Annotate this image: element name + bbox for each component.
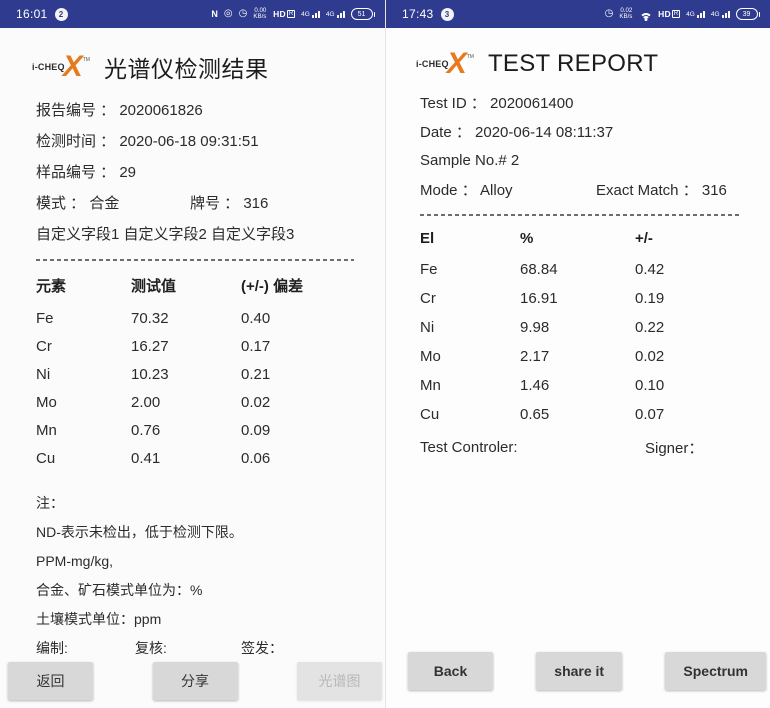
table-header-row: 元素 测试值 (+/-) 偏差 xyxy=(36,269,367,304)
note-soil-unit: 土壤模式单位：ppm xyxy=(36,610,162,627)
exact-match-value: Exact Match ： 316 xyxy=(596,182,727,199)
sim2-signal-icon: 4G xyxy=(326,10,345,18)
custom-fields: 自定义字段1 自定义字段2 自定义字段3 xyxy=(36,226,295,243)
notes-title: 注： xyxy=(36,494,64,511)
test-id: Test ID ： 2020061400 xyxy=(420,95,574,112)
spectrum-button[interactable]: 光谱图 xyxy=(297,662,382,700)
table-row: Mo 2.00 0.02 xyxy=(36,393,271,411)
battery-icon: 51 xyxy=(350,8,375,20)
report-body-left: i-CHEQ X TM 光谱仪检测结果 报告编号 ： 2020061826 检测时间… xyxy=(0,28,385,662)
issued-label: 签发： xyxy=(241,639,283,656)
icheq-logo: i-CHEQ X TM xyxy=(32,50,90,83)
controller-row: Test Controler: Signer： xyxy=(420,433,752,462)
mode-value: 模式 ： 合金 xyxy=(36,195,120,212)
table-row: Ni 9.98 0.22 xyxy=(420,319,665,336)
report-number: 报告编号 ： 2020061826 xyxy=(36,102,203,119)
network-speed-indicator: 0.02 KB/s xyxy=(619,6,633,20)
table-row: Cr 16.27 0.17 xyxy=(36,337,271,355)
sample-number: Sample No.# 2 xyxy=(420,152,520,169)
wifi-icon xyxy=(639,10,653,21)
sim1-signal-icon: 4G xyxy=(686,10,705,18)
test-time: 检测时间 ： 2020-06-18 09:31:51 xyxy=(36,133,259,150)
grade-value: 牌号 ： 316 xyxy=(190,195,269,212)
header-row: i-CHEQ X TM 光谱仪检测结果 xyxy=(32,50,367,84)
clock-time: 17:43 xyxy=(402,7,434,21)
sample-number: 样品编号 ： 29 xyxy=(36,164,137,181)
panel-chinese-report: 16:01 2 N ◎ ◷ 0.00 KB/s HD R 4G xyxy=(0,0,385,708)
note-nd: ND-表示未检出，低于检测下限。 xyxy=(36,523,243,540)
test-controller-label: Test Controler: xyxy=(420,439,518,456)
table-row: Cu 0.65 0.07 xyxy=(420,406,665,423)
statusbar-right: 17:43 3 ◷ 0.02 KB/s HD R 4G 4G xyxy=(386,0,770,28)
table-row: Ni 10.23 0.21 xyxy=(36,365,271,383)
notes-section: 注： ND-表示未检出，低于检测下限。 PPM-mg/kg, 合金、矿石模式单位… xyxy=(36,488,367,662)
battery-icon: 39 xyxy=(735,8,760,20)
table-row: Fe 68.84 0.42 xyxy=(420,261,665,278)
test-date: Date ： 2020-06-14 08:11:37 xyxy=(420,124,614,141)
results-table: El % +/- Fe 68.84 0.42 Cr 16.91 0.19 xyxy=(420,224,752,429)
signer-label: Signer： xyxy=(645,440,704,457)
logo-x-icon: X xyxy=(446,47,467,80)
page-title: 光谱仪检测结果 xyxy=(103,56,269,82)
prepared-label: 编制: xyxy=(36,639,68,656)
sim2-signal-icon: 4G xyxy=(711,10,730,18)
col-deviation: (+/-) 偏差 xyxy=(241,278,304,295)
dashed-divider xyxy=(36,255,367,265)
table-row: Cu 0.41 0.06 xyxy=(36,449,271,467)
table-row: Fe 70.32 0.40 xyxy=(36,309,271,327)
mode-match-row: Mode ： Alloy Exact Match ： 316 xyxy=(420,175,752,204)
table-header-row: El % +/- xyxy=(420,224,752,255)
hd-volte-icon: HD R xyxy=(273,9,296,19)
hd-volte-icon: HD R xyxy=(658,9,681,19)
col-element: El xyxy=(420,230,435,247)
signature-row: 编制: 复核: 签发： xyxy=(36,633,367,662)
header-row: i-CHEQ X TM TEST REPORT xyxy=(416,47,752,80)
logo-x-icon: X xyxy=(62,50,83,83)
table-row: Cr 16.91 0.19 xyxy=(420,290,665,307)
button-bar-left: 返回 分享 光谱图 xyxy=(0,662,385,708)
clock-time: 16:01 xyxy=(16,7,48,21)
sim1-signal-icon: 4G xyxy=(301,10,320,18)
col-deviation: +/- xyxy=(635,230,653,247)
alarm-clock-icon: ◷ xyxy=(238,8,248,19)
note-ppm: PPM-mg/kg, xyxy=(36,552,114,569)
dashed-divider xyxy=(420,210,752,220)
mode-value: Mode ： Alloy xyxy=(420,182,513,199)
table-row: Mo 2.17 0.02 xyxy=(420,348,665,365)
icheq-logo: i-CHEQ X TM xyxy=(416,47,474,80)
report-body-right: i-CHEQ X TM TEST REPORT Test ID ： 20200614… xyxy=(386,28,770,652)
network-speed-indicator: 0.00 KB/s xyxy=(253,6,267,20)
results-table: 元素 测试值 (+/-) 偏差 Fe 70.32 0.40 Cr 16.27 0… xyxy=(36,269,367,472)
table-row: Mn 0.76 0.09 xyxy=(36,421,271,439)
notification-count-badge: 3 xyxy=(440,7,454,21)
button-bar-right: Back share it Spectrum xyxy=(386,652,770,708)
reviewed-label: 复核: xyxy=(135,639,167,656)
alarm-clock-icon: ◷ xyxy=(604,8,614,19)
panel-english-report: 17:43 3 ◷ 0.02 KB/s HD R 4G 4G xyxy=(385,0,770,708)
mode-grade-row: 模式 ： 合金 牌号 ： 316 xyxy=(36,187,367,218)
col-value: 测试值 xyxy=(131,278,177,295)
share-button[interactable]: share it xyxy=(536,652,623,690)
note-alloy-unit: 合金、矿石模式单位为：% xyxy=(36,581,203,598)
statusbar-left: 16:01 2 N ◎ ◷ 0.00 KB/s HD R 4G xyxy=(0,0,385,28)
table-row: Mn 1.46 0.10 xyxy=(420,377,665,394)
share-button[interactable]: 分享 xyxy=(152,662,238,700)
back-button[interactable]: 返回 xyxy=(8,662,93,700)
page-title: TEST REPORT xyxy=(487,50,659,77)
col-element: 元素 xyxy=(36,278,67,295)
back-button[interactable]: Back xyxy=(408,652,493,690)
col-percent: % xyxy=(520,230,534,247)
nfc-icon: N xyxy=(211,9,218,19)
notification-count-badge: 2 xyxy=(54,7,68,21)
spectrum-button[interactable]: Spectrum xyxy=(665,652,766,690)
data-saver-icon: ◎ xyxy=(223,8,233,19)
